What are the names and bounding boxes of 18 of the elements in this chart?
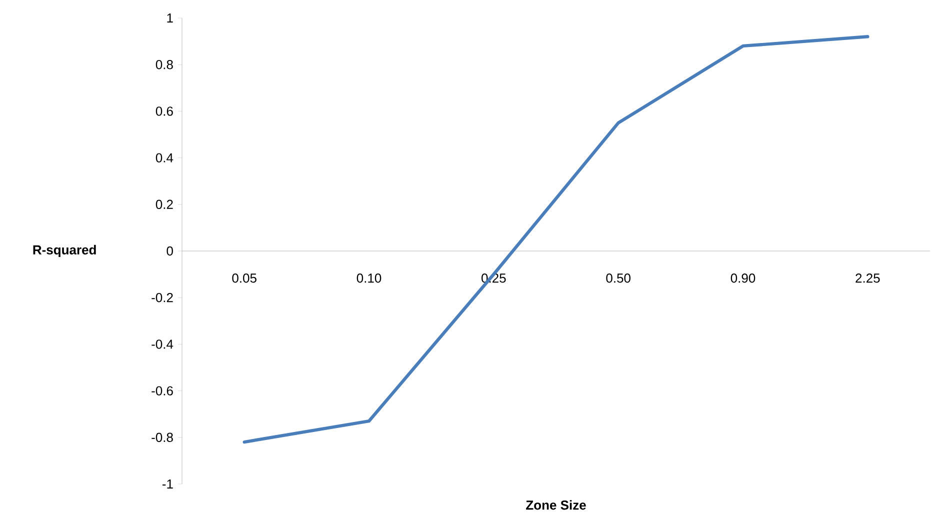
x-tick-label: 0.10 bbox=[356, 274, 382, 283]
y-tick-label: -0.8 bbox=[152, 432, 173, 442]
x-tick-label: 2.25 bbox=[856, 274, 880, 283]
y-tick-label: -0.2 bbox=[152, 292, 173, 302]
y-tick-label: 0 bbox=[166, 246, 173, 256]
y-tick-label: 0.6 bbox=[156, 106, 173, 116]
x-tick-label: 0.05 bbox=[232, 274, 256, 283]
y-tick-label: 0.8 bbox=[156, 60, 173, 70]
y-tick-label: 1 bbox=[167, 14, 173, 22]
x-axis-title: Zone Size bbox=[526, 500, 586, 510]
y-tick-label: -0.4 bbox=[152, 340, 174, 349]
y-tick-label: 0.4 bbox=[156, 153, 174, 162]
y-tick-label: -1 bbox=[162, 480, 173, 488]
x-tick-label: 0.50 bbox=[606, 274, 630, 283]
x-tick-label: 0.90 bbox=[730, 274, 756, 283]
y-tick-label: -0.6 bbox=[152, 386, 173, 396]
y-axis-title: R-squared bbox=[33, 244, 96, 258]
y-tick-label: 0.2 bbox=[156, 200, 173, 209]
